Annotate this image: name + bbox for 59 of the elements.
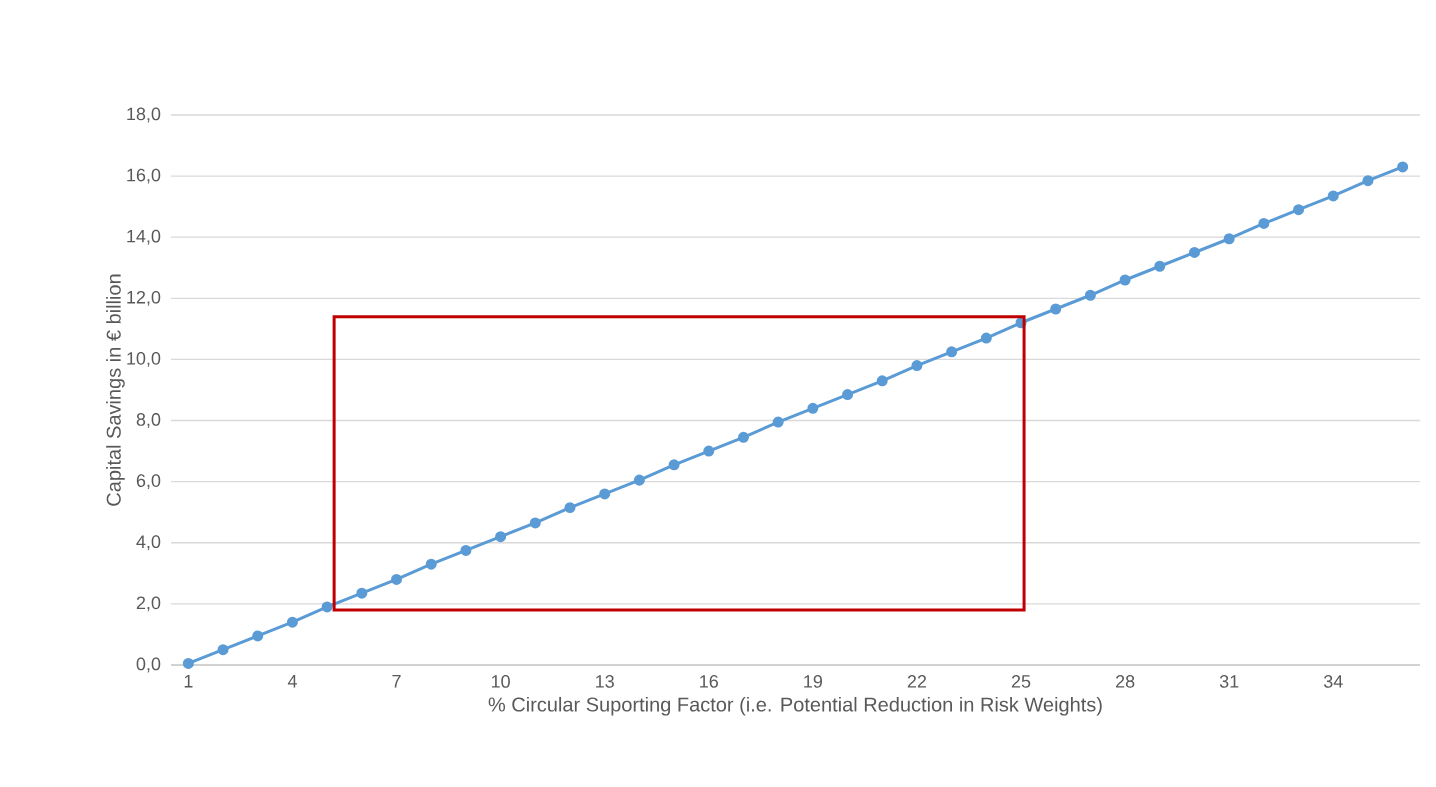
point <box>980 332 992 344</box>
point <box>668 459 680 471</box>
point <box>252 630 264 642</box>
y-tick-label: 18,0 <box>127 107 161 123</box>
point <box>911 360 923 372</box>
y-axis-title: Capital Savings in € billion <box>106 274 125 506</box>
x-tick-label: 10 <box>491 675 510 688</box>
point <box>1293 204 1305 216</box>
point <box>286 616 298 628</box>
x-tick-label: 13 <box>596 675 614 688</box>
point <box>495 531 507 543</box>
y-tick-label: 4,0 <box>136 535 161 551</box>
point <box>391 573 403 585</box>
y-tick-label: 12,0 <box>127 290 161 306</box>
x-tick-label: 31 <box>1219 675 1239 688</box>
point <box>1327 190 1339 202</box>
point <box>564 502 576 514</box>
x-tick-label: 7 <box>392 675 401 688</box>
x-axis-title: % Circular Suporting Factor (i.e. Potential Reduction in Risk Weights) <box>488 696 1102 716</box>
point <box>1084 289 1096 301</box>
point <box>182 657 194 669</box>
point <box>1362 175 1374 187</box>
point <box>599 488 611 500</box>
point <box>1050 303 1062 315</box>
point <box>876 375 888 387</box>
point <box>633 474 645 486</box>
y-tick-label: 0,0 <box>136 657 161 673</box>
point <box>1223 233 1235 245</box>
point <box>842 389 854 401</box>
x-tick-label: 28 <box>1115 675 1135 688</box>
y-tick-label: 16,0 <box>127 168 161 184</box>
point <box>1188 246 1200 258</box>
y-tick-label: 8,0 <box>136 413 161 428</box>
x-tick-label: 34 <box>1323 675 1343 688</box>
point <box>356 587 368 599</box>
point <box>1258 217 1270 229</box>
x-tick-label: 1 <box>184 675 193 688</box>
x-tick-label: 16 <box>700 675 718 688</box>
y-tick-label: 6,0 <box>136 474 161 490</box>
y-tick-label: 2,0 <box>136 596 161 612</box>
point <box>460 544 472 556</box>
point <box>772 416 784 428</box>
x-tick-label: 19 <box>804 675 823 688</box>
x-tick-label: 22 <box>907 675 927 688</box>
y-tick-label: 10,0 <box>127 352 161 367</box>
y-tick-label: 14,0 <box>127 229 161 245</box>
x-tick-label: 4 <box>287 675 297 688</box>
x-tick-label: 25 <box>1011 675 1031 688</box>
point <box>807 402 819 414</box>
point <box>946 346 958 358</box>
point <box>1119 274 1131 286</box>
point <box>737 431 749 443</box>
point <box>1154 260 1166 272</box>
point <box>321 601 333 613</box>
point <box>703 445 715 457</box>
point <box>1397 161 1409 173</box>
point <box>425 558 437 570</box>
point <box>217 644 229 656</box>
point <box>529 517 541 529</box>
